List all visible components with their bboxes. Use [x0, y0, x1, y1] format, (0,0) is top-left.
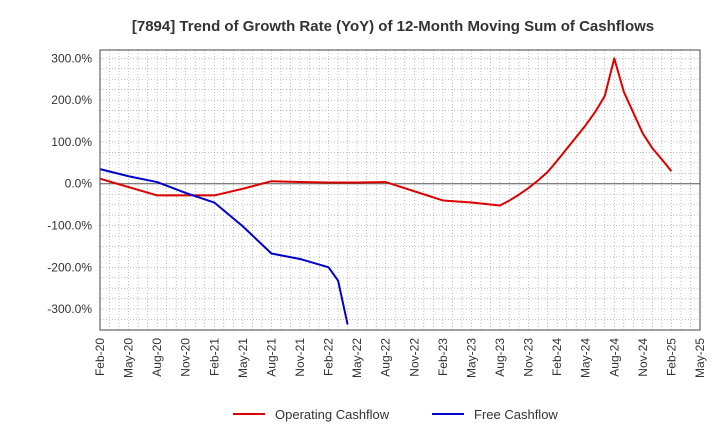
legend-label: Operating Cashflow	[275, 407, 390, 422]
x-tick-label: Feb-23	[436, 338, 450, 376]
x-tick-label: Feb-20	[93, 338, 107, 376]
x-tick-label: Aug-22	[379, 338, 393, 377]
x-tick-label: May-22	[350, 338, 364, 378]
x-tick-label: Nov-24	[636, 338, 650, 377]
x-tick-label: Aug-24	[607, 338, 621, 377]
y-tick-label: -300.0%	[47, 302, 92, 316]
x-tick-label: Aug-20	[150, 338, 164, 377]
x-tick-label: Nov-20	[179, 338, 193, 377]
plot-area	[100, 50, 700, 330]
horizontal-gridlines	[100, 58, 700, 320]
series-line-operating-cashflow	[99, 57, 673, 207]
y-tick-label: 200.0%	[51, 93, 92, 107]
x-tick-label: Aug-23	[493, 338, 507, 377]
y-tick-label: 0.0%	[65, 177, 93, 191]
plot-frame	[99, 49, 701, 331]
x-tick-label: Nov-21	[293, 338, 307, 377]
x-axis-ticks: Feb-20 May-20 Aug-20 Nov-20 Feb-21 May-21 Aug-…	[93, 338, 707, 378]
x-tick-label: Feb-25	[664, 338, 678, 376]
legend-label: Free Cashflow	[474, 407, 558, 422]
x-tick-label: Feb-24	[550, 338, 564, 376]
x-tick-label: Feb-21	[207, 338, 221, 376]
chart-title: [7894] Trend of Growth Rate (YoY) of 12-…	[132, 18, 654, 35]
x-tick-label: May-24	[579, 338, 593, 378]
y-tick-label: -100.0%	[47, 219, 92, 233]
x-tick-label: May-25	[693, 338, 707, 378]
x-tick-label: Nov-22	[407, 338, 421, 377]
x-tick-label: May-21	[236, 338, 250, 378]
x-tick-label: Feb-22	[322, 338, 336, 376]
x-tick-label: May-20	[122, 338, 136, 378]
y-tick-label: -200.0%	[47, 260, 92, 274]
x-tick-label: May-23	[464, 338, 478, 378]
series-line-free-cashflow	[99, 168, 349, 325]
series-layer	[99, 57, 673, 325]
x-tick-label: Nov-23	[522, 338, 536, 377]
legend: Operating Cashflow Free Cashflow	[233, 407, 558, 422]
y-axis-ticks: 300.0% 200.0% 100.0% 0.0% -100.0% -200.0% -300…	[47, 51, 92, 316]
y-tick-label: 100.0%	[51, 135, 92, 149]
x-tick-label: Aug-21	[264, 338, 278, 377]
y-tick-label: 300.0%	[51, 51, 92, 65]
